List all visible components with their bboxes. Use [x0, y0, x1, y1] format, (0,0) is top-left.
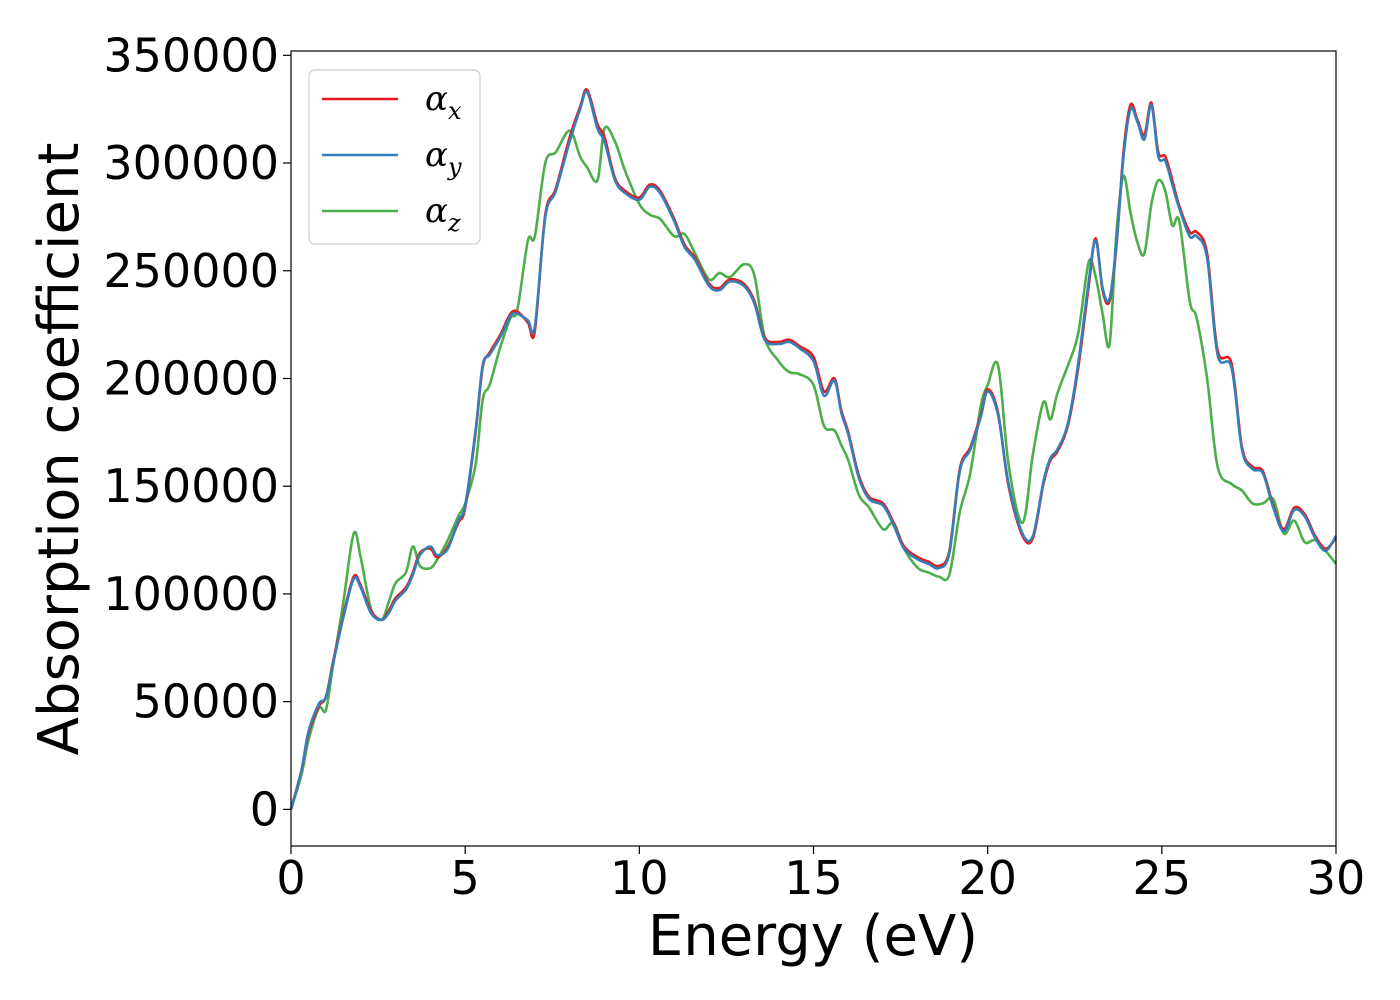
series-layer [289, 88, 1338, 810]
x-tick-label: 10 [610, 851, 669, 905]
y-axis-ticks: 0 50000 100000 150000 200000 250000 300000 3500… [103, 28, 291, 836]
y-tick-label: 0 [250, 782, 279, 836]
legend-box [308, 69, 481, 245]
x-tick-label: 5 [451, 851, 480, 905]
legend-label-alpha-y: αy [425, 135, 462, 181]
x-tick-label: 20 [958, 851, 1017, 905]
x-tick-label: 25 [1133, 851, 1192, 905]
series-line-alpha-y [289, 90, 1338, 810]
y-axis-label: Absorption coefficient [27, 143, 92, 756]
y-tick-label: 200000 [103, 351, 279, 405]
x-tick-label: 30 [1307, 851, 1366, 905]
x-axis-label: Energy (eV) [648, 904, 978, 969]
y-tick-label: 100000 [103, 567, 279, 621]
y-tick-label: 150000 [103, 459, 279, 513]
y-tick-label: 350000 [103, 28, 279, 82]
series-line-alpha-z [289, 125, 1338, 810]
x-tick-label: 15 [784, 851, 843, 905]
y-tick-label: 300000 [103, 136, 279, 190]
x-tick-label: 0 [276, 851, 305, 905]
y-tick-label: 250000 [103, 244, 279, 298]
x-axis-ticks: 0 5 10 15 20 25 30 [276, 846, 1365, 905]
y-tick-label: 50000 [133, 675, 279, 729]
